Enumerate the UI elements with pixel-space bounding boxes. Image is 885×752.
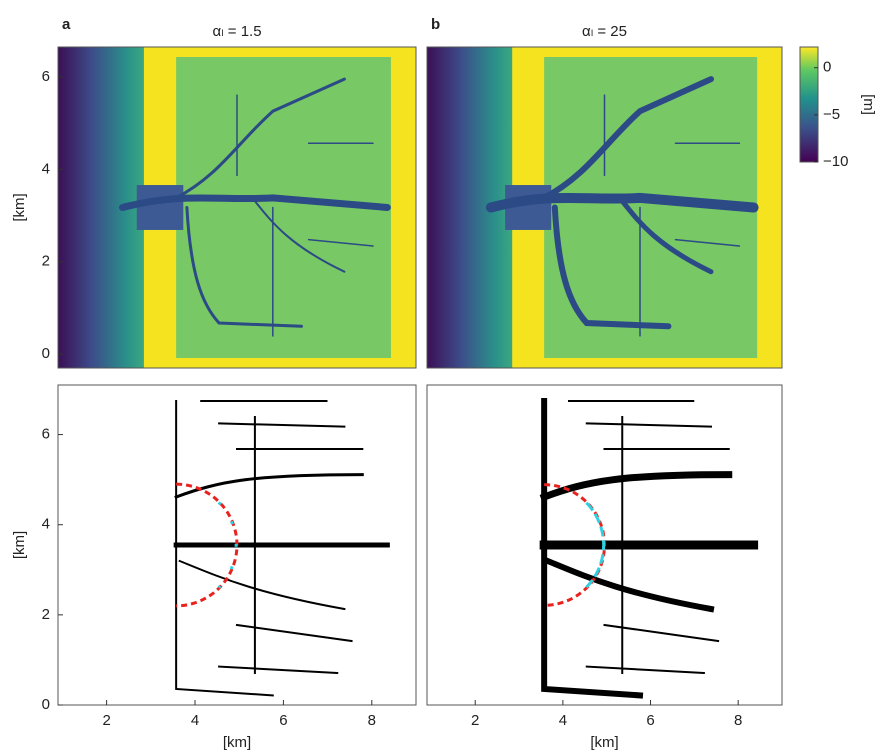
- x-axis-label: [km]: [223, 734, 251, 751]
- y-tick-label: 2: [42, 253, 50, 270]
- x-tick-label: 4: [191, 712, 199, 729]
- y-tick-label: 4: [42, 516, 50, 533]
- channel: [174, 77, 346, 200]
- y-axis-label: [km]: [11, 531, 28, 559]
- frame: [426, 384, 783, 706]
- channel: [541, 76, 714, 201]
- panel-title: αₗ = 25: [582, 23, 627, 40]
- frame: [57, 384, 417, 706]
- channel: [175, 400, 274, 697]
- y-axis-label: [km]: [11, 193, 28, 221]
- colorbar-tick-label: −10: [823, 153, 848, 170]
- x-tick-label: 8: [368, 712, 376, 729]
- y-tick-label: 0: [42, 696, 50, 713]
- channel: [551, 204, 672, 330]
- channel: [236, 94, 374, 337]
- x-tick-label: 6: [646, 712, 654, 729]
- inlet: [136, 185, 184, 230]
- arc-hit: [217, 501, 238, 589]
- y-tick-label: 0: [42, 345, 50, 362]
- channel: [619, 198, 714, 275]
- channel: [118, 194, 391, 211]
- arc-hit: [585, 501, 606, 589]
- x-tick-label: 2: [471, 712, 479, 729]
- y-tick-label: 4: [42, 160, 50, 177]
- channel: [603, 94, 741, 337]
- channel: [541, 398, 644, 699]
- x-tick-label: 2: [102, 712, 110, 729]
- panel-label: a: [62, 16, 71, 33]
- x-tick-label: 8: [734, 712, 742, 729]
- colorbar-tick-label: −5: [823, 106, 840, 123]
- colorbar: [799, 46, 819, 163]
- channel: [185, 206, 303, 328]
- x-tick-label: 6: [279, 712, 287, 729]
- artwork: [58, 47, 782, 699]
- channel: [174, 473, 364, 499]
- y-tick-label: 2: [42, 606, 50, 623]
- channel: [178, 559, 346, 611]
- panel-title: αₗ = 1.5: [212, 23, 261, 40]
- channel: [568, 400, 730, 675]
- channel: [485, 192, 759, 213]
- channel: [253, 200, 346, 273]
- panel-label: b: [431, 16, 440, 33]
- channel: [539, 471, 733, 502]
- x-tick-label: 4: [559, 712, 567, 729]
- colorbar-label: [m]: [860, 94, 877, 115]
- y-tick-label: 6: [42, 68, 50, 85]
- channel: [200, 400, 364, 675]
- frame: [57, 46, 417, 369]
- y-tick-label: 6: [42, 426, 50, 443]
- x-axis-label: [km]: [590, 734, 618, 751]
- colorbar-tick-label: 0: [823, 59, 831, 76]
- frame: [426, 46, 783, 369]
- channel: [543, 557, 715, 613]
